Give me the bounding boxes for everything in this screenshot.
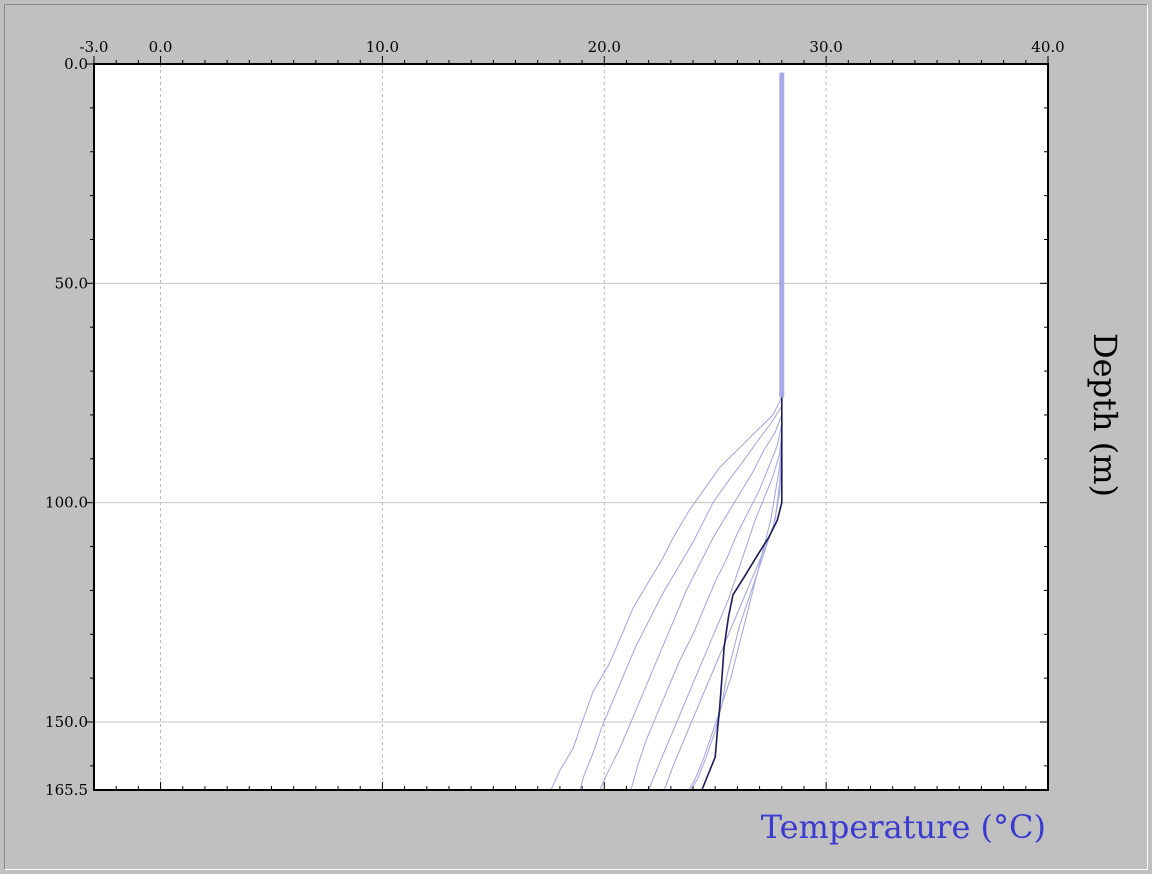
y-tick-label: 100.0 — [45, 494, 88, 512]
series-line — [663, 72, 783, 791]
y-axis-label: Depth (m) — [1086, 333, 1124, 497]
series-line — [648, 72, 783, 791]
series-line — [690, 72, 783, 791]
plot-border — [93, 63, 1049, 791]
y-tick-label: 0.0 — [64, 55, 88, 73]
x-axis-label: Temperature (°C) — [761, 808, 1046, 846]
tick-labels: -3.0 0.0 10.0 20.0 30.0 40.00.050.0100.0150.0… — [45, 38, 1065, 799]
x-tick-label: 40.0 — [1031, 38, 1064, 56]
series-line — [599, 72, 783, 791]
x-tick-label: -3.0 — [80, 38, 109, 56]
y-tick-label: 150.0 — [45, 713, 88, 731]
x-tick-label: 10.0 — [366, 38, 399, 56]
series-line — [579, 72, 783, 791]
chart-frame — [4, 4, 1148, 870]
x-tick-label: 0.0 — [149, 38, 173, 56]
plot-area — [94, 64, 1048, 790]
series-line — [688, 72, 783, 791]
x-tick-label: 20.0 — [588, 38, 621, 56]
tick-marks — [86, 56, 1049, 790]
y-tick-label: 165.5 — [45, 781, 88, 799]
series-line — [550, 72, 783, 791]
series-layer — [550, 72, 785, 791]
x-tick-label: 30.0 — [809, 38, 842, 56]
series-line — [630, 72, 783, 791]
y-tick-label: 50.0 — [55, 274, 88, 292]
grid-lines — [94, 64, 1048, 790]
